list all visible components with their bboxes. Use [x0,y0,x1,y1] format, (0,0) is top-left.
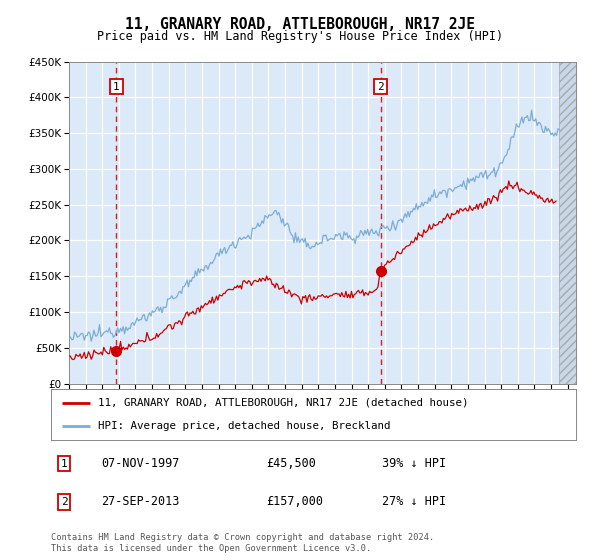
Text: Price paid vs. HM Land Registry's House Price Index (HPI): Price paid vs. HM Land Registry's House … [97,30,503,43]
Text: £45,500: £45,500 [266,457,316,470]
Text: 39% ↓ HPI: 39% ↓ HPI [382,457,446,470]
Text: 07-NOV-1997: 07-NOV-1997 [101,457,179,470]
Text: 2: 2 [61,497,67,507]
Bar [559,62,576,384]
Text: 11, GRANARY ROAD, ATTLEBOROUGH, NR17 2JE (detached house): 11, GRANARY ROAD, ATTLEBOROUGH, NR17 2JE… [98,398,469,408]
Bar [559,62,576,384]
Text: £157,000: £157,000 [266,495,323,508]
Text: Contains HM Land Registry data © Crown copyright and database right 2024.
This d: Contains HM Land Registry data © Crown c… [51,533,434,553]
Text: HPI: Average price, detached house, Breckland: HPI: Average price, detached house, Brec… [98,421,391,431]
Text: 2: 2 [377,82,384,92]
Text: 1: 1 [61,459,67,469]
Text: 11, GRANARY ROAD, ATTLEBOROUGH, NR17 2JE: 11, GRANARY ROAD, ATTLEBOROUGH, NR17 2JE [125,17,475,32]
Text: 27% ↓ HPI: 27% ↓ HPI [382,495,446,508]
Text: 1: 1 [113,82,120,92]
Text: 27-SEP-2013: 27-SEP-2013 [101,495,179,508]
